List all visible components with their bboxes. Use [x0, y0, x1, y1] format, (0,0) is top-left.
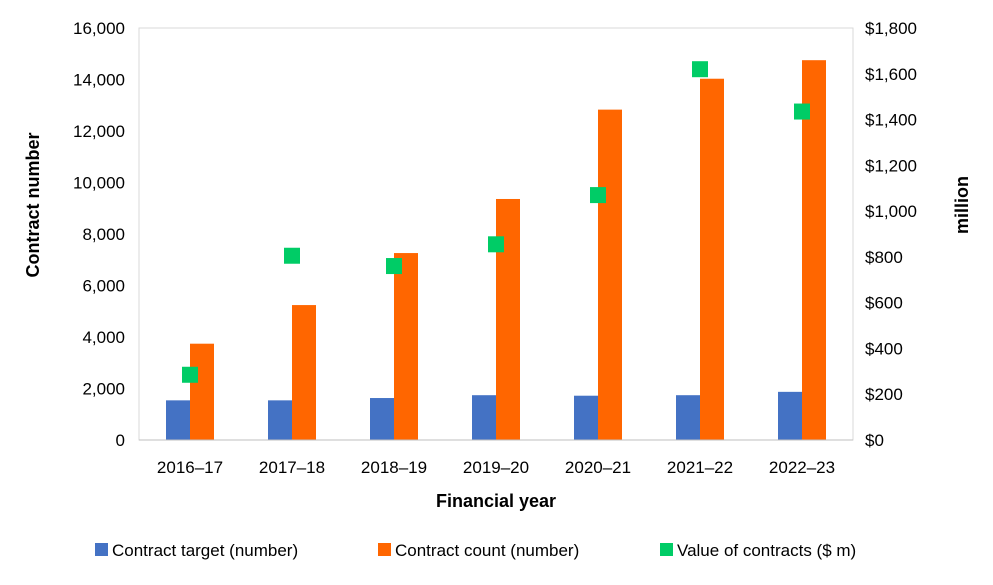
x-tick-label: 2022–23 [769, 458, 835, 477]
legend-label: Contract count (number) [395, 541, 579, 560]
bar-contract-count [700, 78, 724, 440]
x-tick-label: 2020–21 [565, 458, 631, 477]
marker-value-of-contracts [488, 236, 504, 253]
bar-contract-target [370, 398, 394, 440]
x-tick-label: 2018–19 [361, 458, 427, 477]
y2-tick-label: $0 [865, 431, 884, 450]
bar-contract-count [802, 60, 826, 440]
y2-tick-label: $1,000 [865, 202, 917, 221]
x-tick-label: 2016–17 [157, 458, 223, 477]
y-tick-label: 2,000 [82, 380, 125, 399]
bar-contract-target [676, 395, 700, 440]
legend: Contract target (number) Contract count (… [95, 541, 856, 560]
y-tick-label: 0 [116, 431, 125, 450]
y2-tick-label: $1,200 [865, 156, 917, 175]
bar-contract-target [472, 395, 496, 440]
legend-label: Contract target (number) [112, 541, 298, 560]
y2-tick-label: $200 [865, 385, 903, 404]
bar-contract-count [292, 305, 316, 440]
y-tick-label: 14,000 [73, 71, 125, 90]
bar-contract-count [394, 253, 418, 440]
y2-axis-title: million [952, 176, 972, 234]
bar-contract-target [268, 400, 292, 440]
legend-swatch [95, 543, 108, 556]
x-axis-ticks: 2016–17 2017–18 2018–19 2019–20 2020–21 2021–… [157, 458, 835, 477]
marker-value-of-contracts [590, 187, 606, 204]
bar-contract-count [598, 109, 622, 440]
bar-contract-target [778, 391, 802, 440]
marker-value-of-contracts [692, 61, 708, 78]
bars-group [166, 60, 826, 440]
y-tick-label: 10,000 [73, 174, 125, 193]
y-axis-title: Contract number [23, 132, 43, 277]
marker-value-of-contracts [794, 103, 810, 120]
y2-tick-label: $600 [865, 294, 903, 313]
y2-tick-label: $1,400 [865, 111, 917, 130]
x-tick-label: 2019–20 [463, 458, 529, 477]
markers-group [182, 61, 810, 383]
marker-value-of-contracts [284, 247, 300, 264]
x-axis-title: Financial year [436, 491, 556, 511]
y-tick-label: 4,000 [82, 328, 125, 347]
bar-contract-count [496, 198, 520, 440]
y-tick-label: 16,000 [73, 19, 125, 38]
legend-swatch [660, 543, 673, 556]
x-tick-label: 2017–18 [259, 458, 325, 477]
x-tick-label: 2021–22 [667, 458, 733, 477]
y2-tick-label: $400 [865, 339, 903, 358]
legend-swatch [378, 543, 391, 556]
y2-tick-label: $800 [865, 248, 903, 267]
y-tick-label: 12,000 [73, 122, 125, 141]
marker-value-of-contracts [182, 366, 198, 383]
legend-label: Value of contracts ($ m) [677, 541, 856, 560]
bar-contract-target [166, 400, 190, 440]
y2-tick-label: $1,800 [865, 19, 917, 38]
y-tick-label: 6,000 [82, 277, 125, 296]
marker-value-of-contracts [386, 258, 402, 275]
bar-contract-target [574, 395, 598, 440]
y2-tick-label: $1,600 [865, 65, 917, 84]
y-axis-ticks: 0 2,000 4,000 6,000 8,000 10,000 12,000 14,000 1… [73, 19, 125, 450]
y2-axis-ticks: $0 $200 $400 $600 $800 $1,000 $1,200 $1,400 $1,6… [865, 19, 917, 450]
y-tick-label: 8,000 [82, 225, 125, 244]
bar-contract-count [190, 343, 214, 440]
